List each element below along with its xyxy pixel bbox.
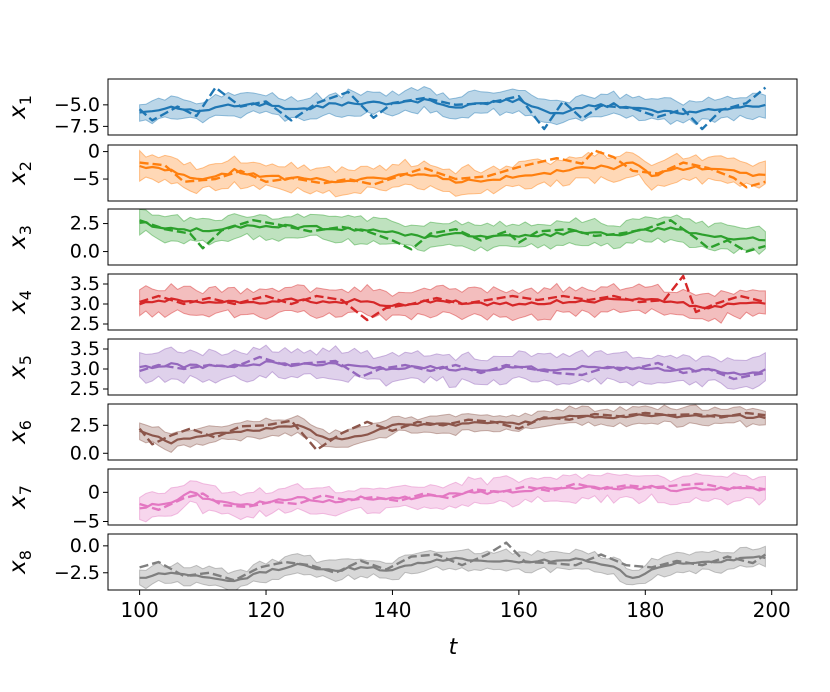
ytick-label: −5.0 [54,94,100,116]
confidence-band-5 [139,344,766,390]
observed-line-4 [139,274,766,322]
y-label-subscript: 3 [16,225,35,235]
ytick-label: 0.0 [70,535,100,557]
y-label-var: x [5,430,31,445]
panel-5: 3.53.02.5 x5 [5,338,798,400]
confidence-band-3 [139,209,766,255]
y-label-var: x [5,495,31,510]
panels-group: −5.0−7.5x10−5x22.50.0x33.53.02.5x43.53.0… [5,78,798,591]
observed-line-6 [138,411,766,452]
observed-line-1 [138,86,767,131]
panel-3: 2.5 0.0 x3 [5,208,798,266]
ytick-label: 2.5 [70,313,100,335]
observed-line-2 [139,149,766,189]
y-label-subscript: 8 [16,550,35,560]
panel-frame [107,78,798,136]
panel-7: 0 −5 x7 [5,468,798,533]
xtick-label: 200 [753,598,791,622]
panel-frame [107,403,798,461]
panel-8: 0.0 −2.5 x8 [5,533,798,591]
panel-plot-area [139,541,767,590]
observed-line-7 [139,482,766,511]
ytick-label: −5 [72,511,100,533]
ytick-label: 3.0 [70,293,100,315]
confidence-band-4 [139,282,766,324]
panel-plot-area [139,209,766,255]
confidence-band-1 [139,86,766,126]
mean-line-5 [139,360,766,376]
panel-plot-area [139,274,766,324]
ytick-label: 2.5 [70,414,100,436]
x-axis: 100 120 140 160 180 200 [121,590,791,622]
y-axis-label-4: x4 [5,290,35,315]
y-label-var: x [5,235,31,250]
y-label-subscript: 2 [16,161,35,171]
panel-frame [107,533,798,591]
xtick-label: 120 [247,598,285,622]
observed-line-8 [139,541,767,582]
ytick-label: 3.5 [70,338,100,360]
panel-plot-area [138,404,766,454]
y-label-subscript: 6 [16,420,35,430]
observed-line-3 [139,219,766,253]
panel-plot-area [138,86,767,131]
panel-frame [107,208,798,266]
y-label-subscript: 4 [16,290,35,300]
y-label-var: x [5,171,31,186]
y-label-var: x [5,365,31,380]
y-label-subscript: 1 [16,95,35,105]
y-label-subscript: 5 [16,355,35,365]
confidence-band-8 [139,545,766,590]
y-axis-label-6: x6 [5,420,35,445]
panel-plot-area [139,344,766,390]
y-axis-label-3: x3 [5,225,35,250]
ytick-label: −2.5 [54,562,100,584]
y-axis-label-7: x7 [5,485,35,510]
panel-frame [107,144,798,202]
xtick-label: 140 [373,598,411,622]
ytick-label: 0.0 [70,241,100,263]
xtick-label: 160 [500,598,538,622]
ytick-label: 0.0 [70,442,100,464]
panel-frame [107,468,798,526]
y-label-subscript: 7 [16,485,35,495]
panel-plot-area [139,472,766,523]
mean-line-3 [139,221,766,242]
y-label-var: x [5,300,31,315]
x-axis-label: t [449,635,459,660]
panel-plot-area [139,149,766,198]
y-label-var: x [5,560,31,575]
observed-line-5 [139,355,766,381]
xtick-label: 180 [626,598,664,622]
xtick-label: 100 [121,598,159,622]
ytick-label: 3.5 [70,273,100,295]
ytick-label: −7.5 [54,115,100,137]
panel-frame [107,273,798,331]
ytick-label: 3.0 [70,358,100,380]
ytick-label: 0 [88,141,100,163]
confidence-band-2 [139,149,766,198]
panel-frame [107,338,798,396]
y-axis-label-2: x2 [5,161,35,186]
y-axis-label-8: x8 [5,550,35,575]
ytick-label: 0 [88,481,100,503]
ytick-label: −5 [72,168,100,190]
panel-1: −5.0−7.5 x1 [5,78,798,137]
y-label-var: x [5,105,31,120]
panel-6: 2.5 0.0 x6 [5,403,798,464]
y-axis-label-1: x1 [5,95,35,120]
ytick-label: 2.5 [70,213,100,235]
y-axis-label-5: x5 [5,355,35,380]
ytick-label: 2.5 [70,378,100,400]
panel-2: 0 −5 x2 [5,141,798,202]
mean-line-8 [139,555,766,583]
panel-4: 3.53.02.5 x4 [5,273,798,335]
